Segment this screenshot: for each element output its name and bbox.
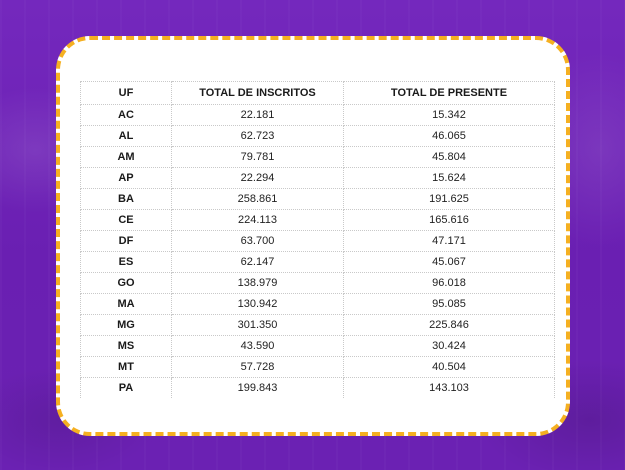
cell-uf: MA	[80, 293, 172, 315]
table-row: AL 62.723 46.065	[80, 125, 555, 147]
table-row: AC 22.181 15.342	[80, 104, 555, 126]
header-total-inscritos: TOTAL DE INSCRITOS	[171, 81, 344, 105]
cell-total-presente: 15.624	[343, 167, 555, 189]
table-row: GO 138.979 96.018	[80, 272, 555, 294]
cell-total-presente: 46.065	[343, 125, 555, 147]
cell-total-presente: 225.846	[343, 314, 555, 336]
cell-total-inscritos: 62.723	[171, 125, 344, 147]
cell-total-inscritos: 258.861	[171, 188, 344, 210]
cell-total-inscritos: 301.350	[171, 314, 344, 336]
cell-total-inscritos: 130.942	[171, 293, 344, 315]
table-row: MA 130.942 95.085	[80, 293, 555, 315]
table-row: AM 79.781 45.804	[80, 146, 555, 168]
table-row: MT 57.728 40.504	[80, 356, 555, 378]
cell-uf: AC	[80, 104, 172, 126]
cell-total-presente: 95.085	[343, 293, 555, 315]
cell-uf: CE	[80, 209, 172, 231]
table-row: AP 22.294 15.624	[80, 167, 555, 189]
cell-total-presente: 30.424	[343, 335, 555, 357]
cell-total-presente: 45.067	[343, 251, 555, 273]
header-uf: UF	[80, 81, 172, 105]
cell-total-inscritos: 224.113	[171, 209, 344, 231]
table-row: BA 258.861 191.625	[80, 188, 555, 210]
table-row: MG 301.350 225.846	[80, 314, 555, 336]
cell-total-presente: 191.625	[343, 188, 555, 210]
cell-total-presente: 45.804	[343, 146, 555, 168]
cell-uf: BA	[80, 188, 172, 210]
cell-total-inscritos: 138.979	[171, 272, 344, 294]
table-row: MS 43.590 30.424	[80, 335, 555, 357]
enrollment-table: UF TOTAL DE INSCRITOS TOTAL DE PRESENTE …	[80, 81, 555, 398]
cell-uf: GO	[80, 272, 172, 294]
table-head: UF TOTAL DE INSCRITOS TOTAL DE PRESENTE	[80, 81, 555, 105]
table-container: UF TOTAL DE INSCRITOS TOTAL DE PRESENTE …	[80, 81, 555, 398]
cell-total-presente: 96.018	[343, 272, 555, 294]
cell-total-presente: 165.616	[343, 209, 555, 231]
cell-total-inscritos: 63.700	[171, 230, 344, 252]
cell-total-inscritos: 199.843	[171, 377, 344, 398]
cell-total-inscritos: 62.147	[171, 251, 344, 273]
cell-uf: ES	[80, 251, 172, 273]
cell-total-presente: 40.504	[343, 356, 555, 378]
cell-uf: AL	[80, 125, 172, 147]
table-row: ES 62.147 45.067	[80, 251, 555, 273]
table-row: DF 63.700 47.171	[80, 230, 555, 252]
table-row: PA 199.843 143.103	[80, 377, 555, 398]
cell-total-inscritos: 22.294	[171, 167, 344, 189]
cell-uf: DF	[80, 230, 172, 252]
cell-total-inscritos: 43.590	[171, 335, 344, 357]
cell-uf: AM	[80, 146, 172, 168]
cell-uf: MT	[80, 356, 172, 378]
table-row: CE 224.113 165.616	[80, 209, 555, 231]
cell-uf: MS	[80, 335, 172, 357]
cell-uf: PA	[80, 377, 172, 398]
cell-total-inscritos: 22.181	[171, 104, 344, 126]
cell-total-inscritos: 79.781	[171, 146, 344, 168]
cell-total-presente: 47.171	[343, 230, 555, 252]
header-row: UF TOTAL DE INSCRITOS TOTAL DE PRESENTE	[80, 81, 555, 105]
cell-total-presente: 143.103	[343, 377, 555, 398]
cell-total-presente: 15.342	[343, 104, 555, 126]
table-body: AC 22.181 15.342 AL 62.723 46.065 AM 79.781 45.8…	[80, 104, 555, 398]
cell-uf: AP	[80, 167, 172, 189]
cell-uf: MG	[80, 314, 172, 336]
table-card: UF TOTAL DE INSCRITOS TOTAL DE PRESENTE …	[56, 36, 570, 436]
cell-total-inscritos: 57.728	[171, 356, 344, 378]
header-total-presente: TOTAL DE PRESENTE	[343, 81, 555, 105]
